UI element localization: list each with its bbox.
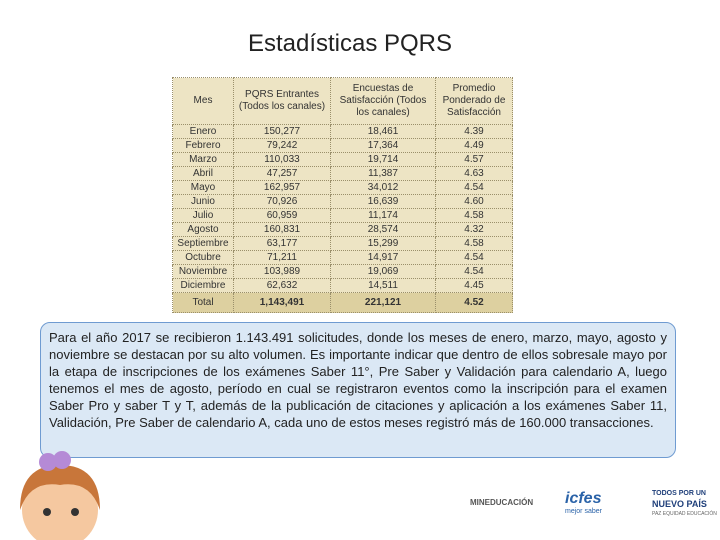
table-cell: 15,299 bbox=[330, 236, 436, 251]
table-cell: 79,242 bbox=[233, 138, 331, 153]
header-row: Mes PQRS Entrantes (Todos los canales) Enc… bbox=[172, 77, 513, 125]
table-cell: Noviembre bbox=[172, 264, 234, 279]
mineducacion-logo: MINEDUCACIÓN bbox=[470, 498, 534, 507]
icfes-logo: icfes bbox=[565, 490, 602, 507]
table-row: Diciembre 62,632 14,511 4.45 bbox=[172, 278, 513, 293]
table-cell: Julio bbox=[172, 208, 234, 223]
total-cell: 1,143,491 bbox=[233, 292, 331, 313]
table-cell: 4.60 bbox=[435, 194, 513, 209]
table-cell: 4.32 bbox=[435, 222, 513, 237]
table-cell: Junio bbox=[172, 194, 234, 209]
icfes-tagline: mejor saber bbox=[565, 508, 602, 515]
bow bbox=[39, 453, 57, 471]
table-cell: 103,989 bbox=[233, 264, 331, 279]
total-cell: 4.52 bbox=[435, 292, 513, 313]
header-cell: Mes bbox=[172, 77, 234, 125]
header-cell: Encuestas de Satisfacción (Todos los can… bbox=[330, 77, 436, 125]
table-cell: Enero bbox=[172, 124, 234, 139]
table-cell: 4.63 bbox=[435, 166, 513, 181]
table-row: Mayo 162,957 34,012 4.54 bbox=[172, 180, 513, 195]
table-cell: Abril bbox=[172, 166, 234, 181]
slide-title: Estadísticas PQRS bbox=[247, 30, 453, 57]
table-cell: 60,959 bbox=[233, 208, 331, 223]
table-cell: 63,177 bbox=[233, 236, 331, 251]
table-cell: 4.58 bbox=[435, 236, 513, 251]
table-cell: Diciembre bbox=[172, 278, 234, 293]
gov-logo-line: NUEVO PAÍS bbox=[652, 499, 707, 509]
bow bbox=[53, 451, 71, 469]
header-cell: Promedio Ponderado de Satisfacción bbox=[435, 77, 513, 125]
gov-logo-line: TODOS POR UN bbox=[652, 490, 706, 497]
table-row: Abril 47,257 11,387 4.63 bbox=[172, 166, 513, 181]
table-cell: 4.39 bbox=[435, 124, 513, 139]
table-cell: 4.58 bbox=[435, 208, 513, 223]
table-cell: 110,033 bbox=[233, 152, 331, 167]
table-row: Septiembre 63,177 15,299 4.58 bbox=[172, 236, 513, 251]
table-cell: 4.54 bbox=[435, 250, 513, 265]
table-row: Febrero 79,242 17,364 4.49 bbox=[172, 138, 513, 153]
table-row: Julio 60,959 11,174 4.58 bbox=[172, 208, 513, 223]
table-cell: 160,831 bbox=[233, 222, 331, 237]
table-row: Octubre 71,211 14,917 4.54 bbox=[172, 250, 513, 265]
table-cell: Febrero bbox=[172, 138, 234, 153]
table-cell: 19,714 bbox=[330, 152, 436, 167]
header-cell: PQRS Entrantes (Todos los canales) bbox=[233, 77, 331, 125]
table-cell: 150,277 bbox=[233, 124, 331, 139]
table-cell: 4.57 bbox=[435, 152, 513, 167]
table-row: Enero 150,277 18,461 4.39 bbox=[172, 124, 513, 139]
eye bbox=[71, 508, 79, 516]
total-cell: 221,121 bbox=[330, 292, 436, 313]
table-row: Marzo 110,033 19,714 4.57 bbox=[172, 152, 513, 167]
total-cell: Total bbox=[172, 292, 234, 313]
table-cell: 19,069 bbox=[330, 264, 436, 279]
table-cell: 14,917 bbox=[330, 250, 436, 265]
eye bbox=[43, 508, 51, 516]
gov-logo-line: PAZ EQUIDAD EDUCACIÓN bbox=[652, 511, 717, 517]
table-cell: 17,364 bbox=[330, 138, 436, 153]
table-cell: 71,211 bbox=[233, 250, 331, 265]
table-row: Noviembre 103,989 19,069 4.54 bbox=[172, 264, 513, 279]
table-cell: 4.54 bbox=[435, 180, 513, 195]
table-cell: Septiembre bbox=[172, 236, 234, 251]
table-cell: 162,957 bbox=[233, 180, 331, 195]
table-cell: 4.49 bbox=[435, 138, 513, 153]
girl-illustration bbox=[20, 451, 100, 540]
table-row: Junio 70,926 16,639 4.60 bbox=[172, 194, 513, 209]
summary-text: Para el año 2017 se recibieron 1.143.491… bbox=[40, 322, 676, 458]
stats-table: Mes PQRS Entrantes (Todos los canales) Enc… bbox=[172, 77, 513, 313]
table-cell: 4.54 bbox=[435, 264, 513, 279]
table-row: Agosto 160,831 28,574 4.32 bbox=[172, 222, 513, 237]
table-cell: Mayo bbox=[172, 180, 234, 195]
table-cell: Octubre bbox=[172, 250, 234, 265]
table-cell: 34,012 bbox=[330, 180, 436, 195]
table-cell: 16,639 bbox=[330, 194, 436, 209]
table-cell: 62,632 bbox=[233, 278, 331, 293]
table-cell: 28,574 bbox=[330, 222, 436, 237]
table-cell: 70,926 bbox=[233, 194, 331, 209]
table-cell: 11,174 bbox=[330, 208, 436, 223]
table-cell: 4.45 bbox=[435, 278, 513, 293]
table-cell: Marzo bbox=[172, 152, 234, 167]
table-cell: Agosto bbox=[172, 222, 234, 237]
hair bbox=[20, 465, 100, 510]
table-cell: 14,511 bbox=[330, 278, 436, 293]
total-row: Total 1,143,491 221,121 4.52 bbox=[172, 292, 513, 313]
table-cell: 47,257 bbox=[233, 166, 331, 181]
table-cell: 18,461 bbox=[330, 124, 436, 139]
table-cell: 11,387 bbox=[330, 166, 436, 181]
face bbox=[22, 472, 98, 540]
